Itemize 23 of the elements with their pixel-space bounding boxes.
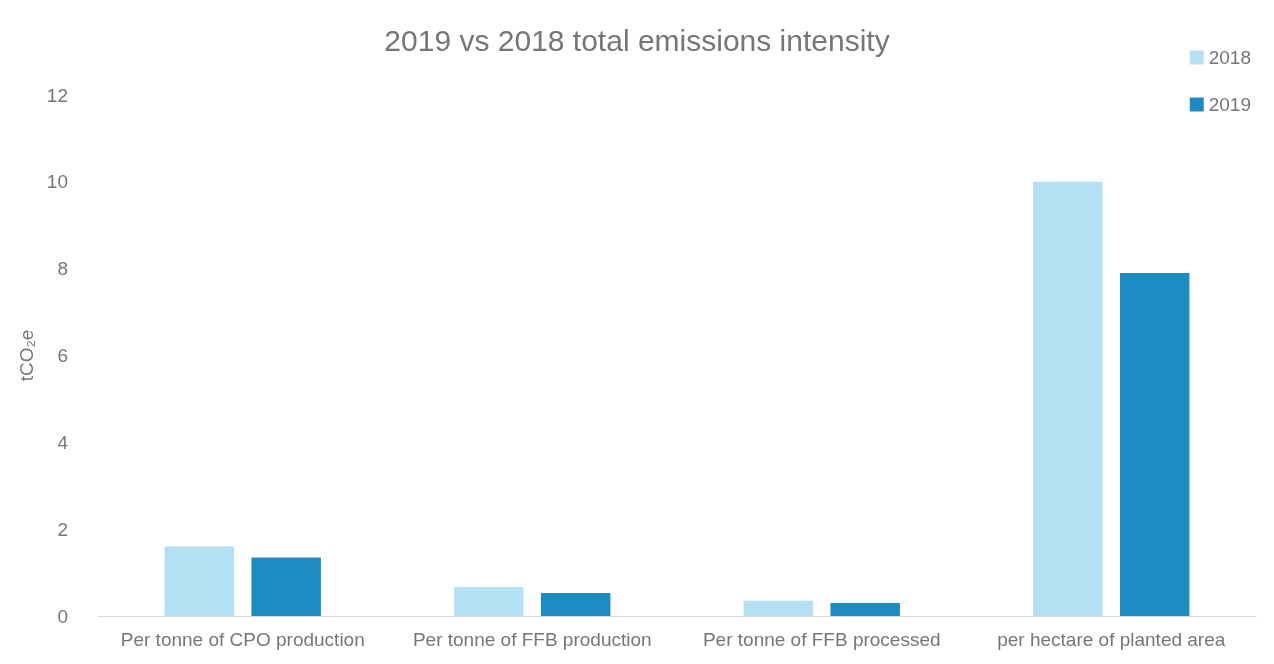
bar xyxy=(164,546,235,616)
x-tick-label: Per tonne of FFB production xyxy=(412,629,652,650)
y-tick-label: 4 xyxy=(57,431,69,453)
bar xyxy=(1119,273,1190,616)
bar xyxy=(454,586,524,616)
bar xyxy=(1033,181,1103,616)
y-tick-label: 8 xyxy=(57,258,68,280)
y-tick-label: 10 xyxy=(46,171,68,193)
y-tick-label: 12 xyxy=(46,84,68,106)
bar xyxy=(743,600,814,616)
y-tick-label: 6 xyxy=(57,345,68,366)
x-tick-label: Per tonne of FFB processed xyxy=(702,629,941,650)
legend-label: 2018 xyxy=(1208,47,1252,68)
bar xyxy=(830,602,900,616)
bar xyxy=(540,592,611,616)
y-tick-label: 2 xyxy=(57,518,68,540)
y-axis-title: tCO₂e xyxy=(15,329,37,382)
y-tick-label: 0 xyxy=(57,605,68,627)
x-tick-label: Per tonne of CPO production xyxy=(120,629,365,650)
bar xyxy=(251,557,321,616)
legend-label: 2019 xyxy=(1208,94,1252,115)
x-tick-label: per hectare of planted area xyxy=(997,629,1226,650)
chart-title: 2019 vs 2018 total emissions intensity xyxy=(384,23,890,57)
